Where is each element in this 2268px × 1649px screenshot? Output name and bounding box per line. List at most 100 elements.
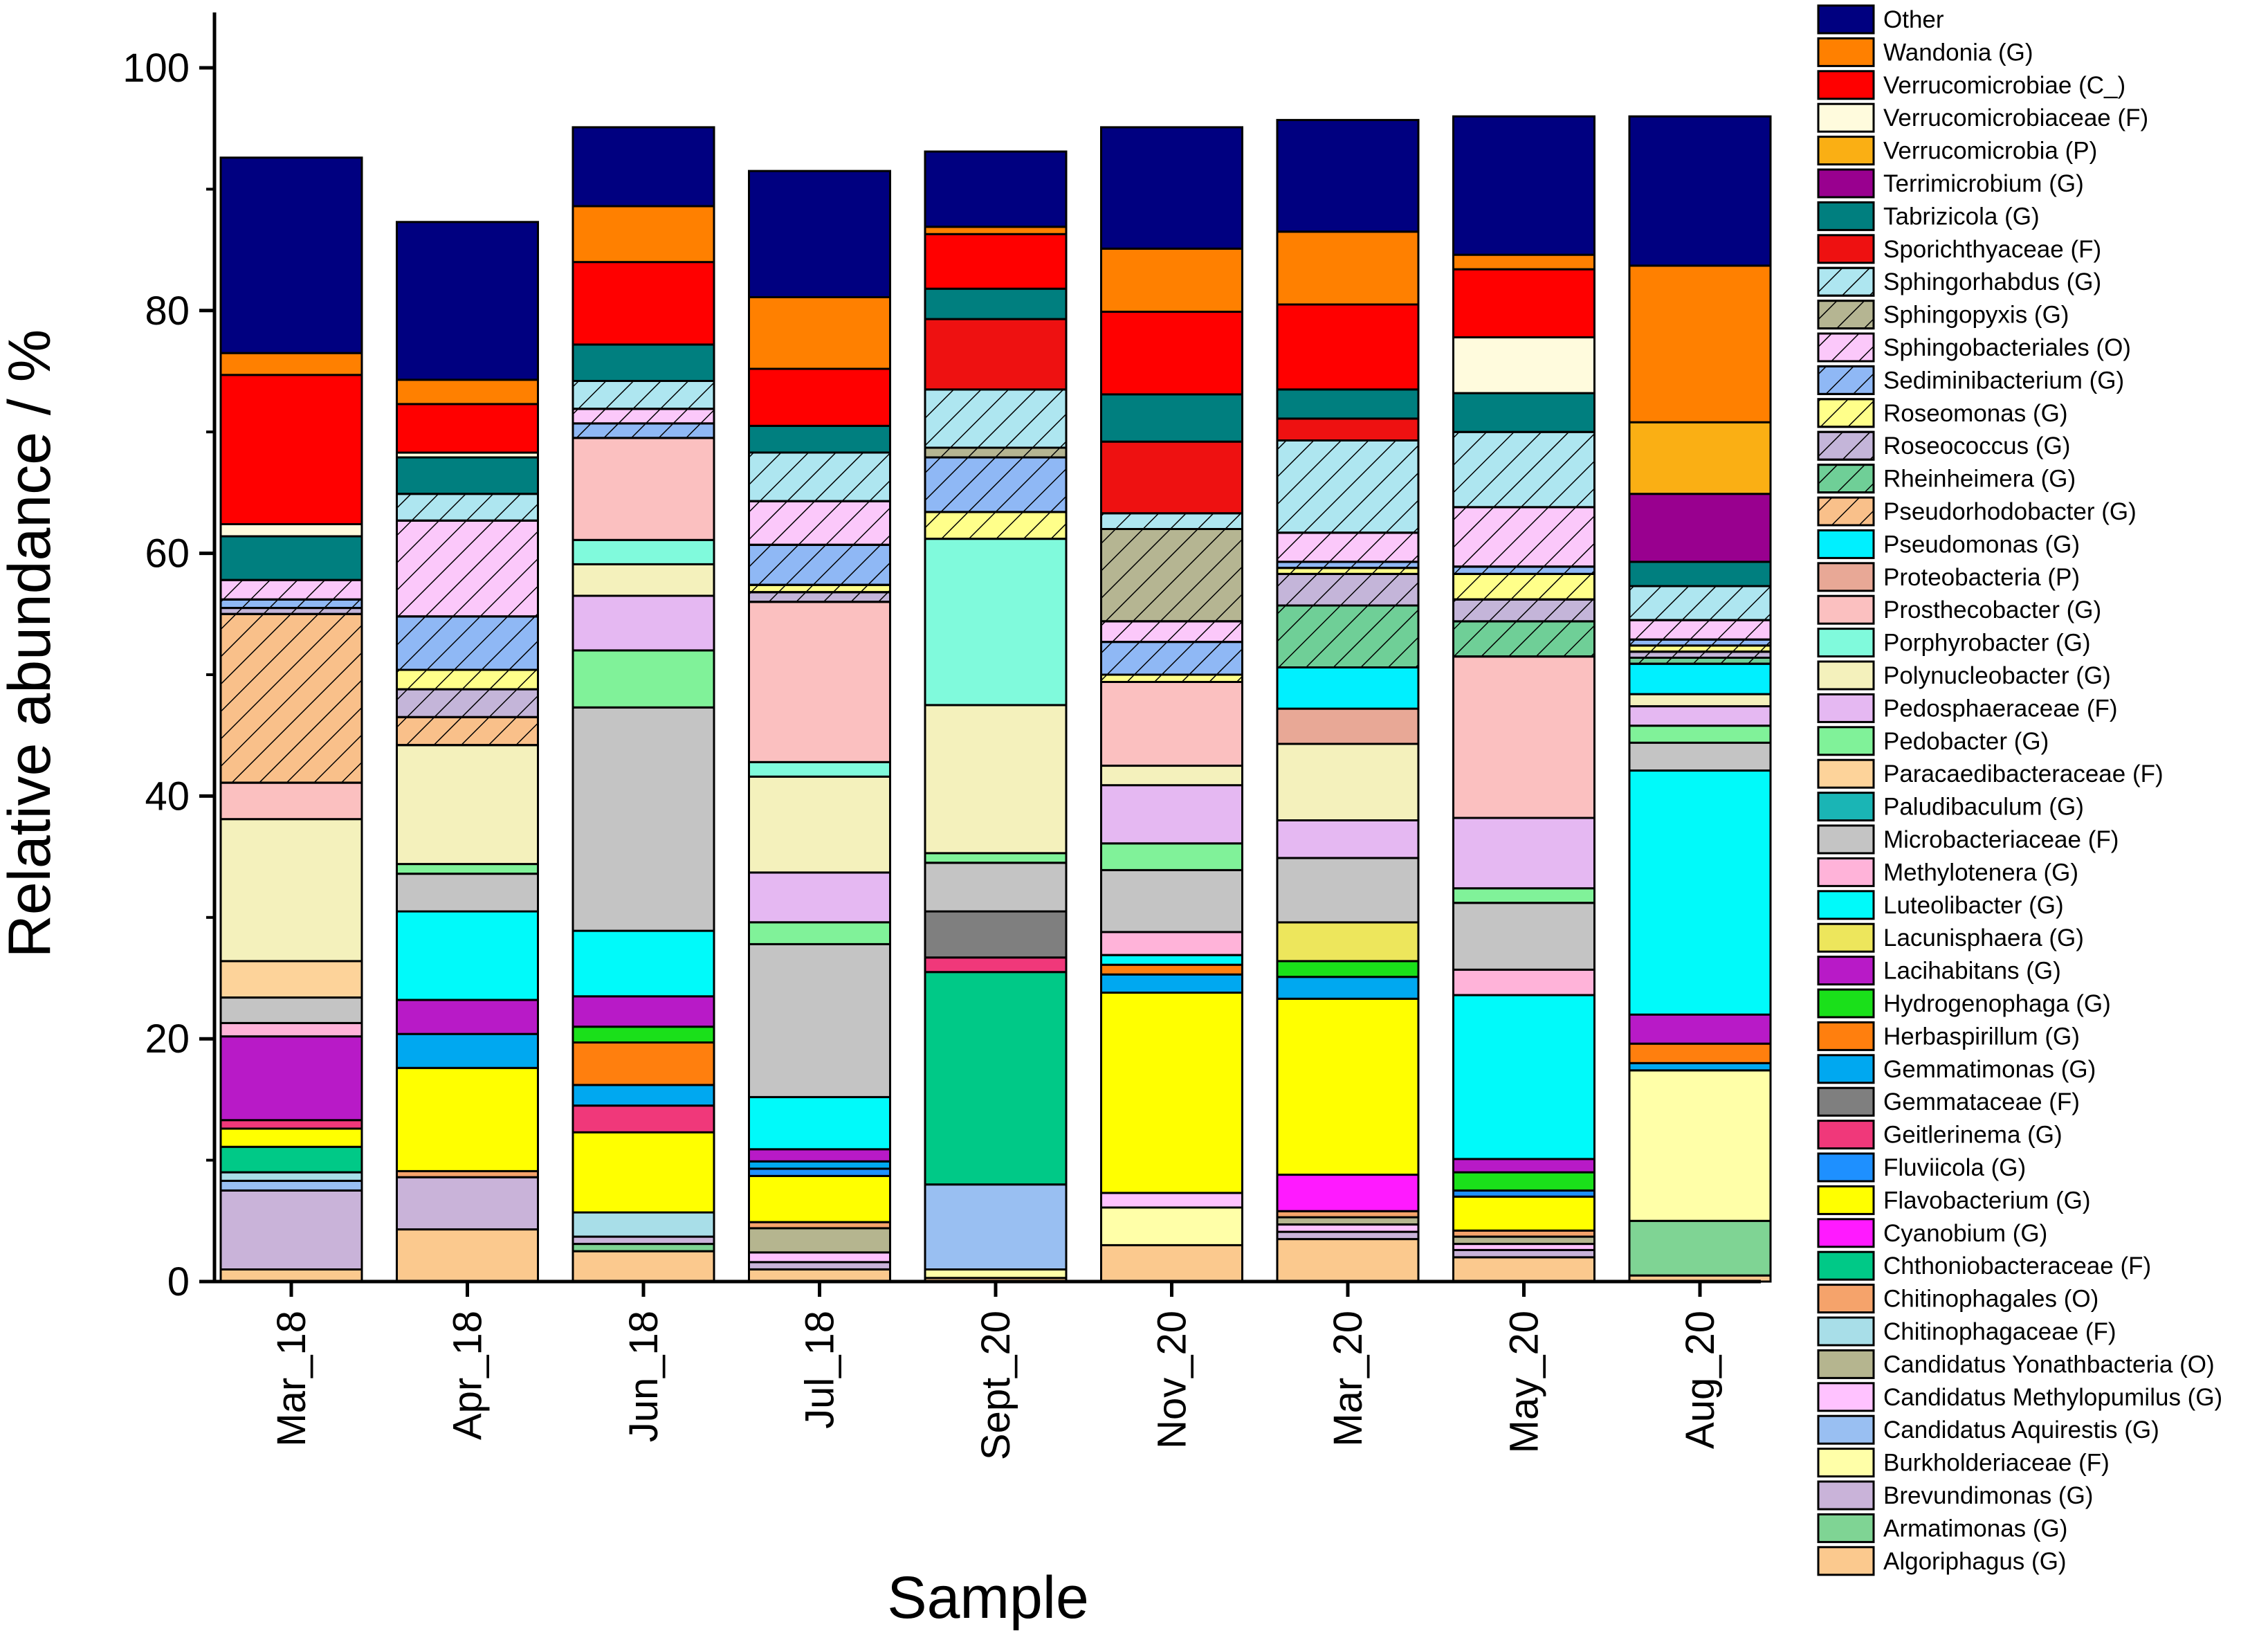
- bar-segment: Geitlerinema (G) — Mar_18: 0.7: [219, 1119, 363, 1130]
- legend-item: Pseudomonas (G): [1817, 529, 2080, 559]
- bar-segment: Polynucleobacter (G) — Mar_18: 11.7: [219, 818, 363, 963]
- bar-segment: Prosthecobacter (G) — Mar_18: 3: [219, 781, 363, 821]
- legend-item: Rheinheimera (G): [1817, 464, 2076, 494]
- bar-segment: Geitlerinema (G) — Sept_20: 1.2: [924, 956, 1068, 974]
- legend-item: Luteolibacter (G): [1817, 890, 2064, 920]
- y-tick-label: 0: [167, 1259, 190, 1304]
- bar-segment: Brevundimonas (G) — Mar_20: 0.6: [1276, 1230, 1420, 1241]
- legend-swatch: [1817, 628, 1875, 658]
- bar-segment-hatch: [1276, 572, 1420, 607]
- legend-item: Other: [1817, 4, 1944, 35]
- bar-segment: Candidatus Yonathbacteria (O) — Jul_18: …: [748, 1227, 891, 1254]
- bar-segment-hatch: [924, 456, 1068, 513]
- legend-label: Brevundimonas (G): [1883, 1482, 2093, 1509]
- bar-segment-hatch: [571, 422, 715, 439]
- bar-segment: Pseudomonas (G) — Mar_20: 3.4: [1276, 666, 1420, 710]
- bar-segment: Chitinophagaceae (F) — Jun_18: 2: [571, 1211, 715, 1238]
- legend-swatch: [1817, 1316, 1875, 1347]
- bar-segment: Microbacteriaceae (F) — Apr_18: 3.1: [396, 873, 539, 913]
- legend-label: Geitlerinema (G): [1883, 1122, 2063, 1149]
- legend-swatch: [1817, 234, 1875, 264]
- legend-swatch: [1817, 37, 1875, 67]
- legend-label: Verrucomicrobia (P): [1883, 138, 2097, 165]
- y-tick-label: 20: [145, 1017, 190, 1062]
- bar-segment: Algoriphagus (G) — Jun_18: 2.5: [571, 1250, 715, 1283]
- legend-label: Candidatus Yonathbacteria (O): [1883, 1351, 2215, 1378]
- bar-segment-hatch: [571, 408, 715, 425]
- y-axis-title: Relative abundance / %: [0, 329, 63, 958]
- legend-item: Burkholderiaceae (F): [1817, 1448, 2110, 1478]
- bar-segment-hatch: [1452, 572, 1595, 601]
- legend-item: Hydrogenophaga (G): [1817, 988, 2111, 1019]
- bar-segment: Pedosphaeraceae (F) — Aug_20: 1.6: [1628, 705, 1772, 727]
- legend-label: Polynucleobacter (G): [1883, 662, 2111, 689]
- legend-swatch: [1817, 890, 1875, 920]
- bar-segment: Tabrizicola (G) — Mar_20: 2.4: [1276, 388, 1420, 420]
- legend-swatch: [1817, 857, 1875, 887]
- y-tick-label: 40: [145, 774, 190, 819]
- legend-swatch: [1817, 1218, 1875, 1248]
- bar-segment-hatch: [1452, 620, 1595, 658]
- bar-segment-hatch: [1628, 585, 1772, 621]
- bar-segment-hatch: [1276, 439, 1420, 534]
- bar-segment: Lacunisphaera (G) — Mar_20: 3.2: [1276, 921, 1420, 963]
- bar-segment: Polynucleobacter (G) — Mar_20: 6.3: [1276, 742, 1420, 821]
- bar-segment-hatch: [396, 493, 539, 522]
- bar-segment: Lacihabitans (G) — Jul_18: 1: [748, 1148, 891, 1163]
- legend-swatch: [1817, 168, 1875, 199]
- bar-segment-hatch: [219, 598, 363, 610]
- bar-segment: Microbacteriaceae (F) — Sept_20: 4: [924, 862, 1068, 913]
- legend-swatch: [1817, 70, 1875, 100]
- x-tick-label: Sept_20: [973, 1311, 1018, 1460]
- bar-segment: Luteolibacter (G) — Aug_20: 20.1: [1628, 769, 1772, 1016]
- legend-swatch: [1817, 922, 1875, 953]
- legend-label: Verrucomicrobiae (C_): [1883, 72, 2125, 99]
- legend-label: Pseudomonas (G): [1883, 531, 2080, 558]
- bar-segment: Other — May_20: 11.4: [1452, 115, 1595, 256]
- legend-label: Methylotenera (G): [1883, 859, 2078, 886]
- bar-segment: Brevundimonas (G) — May_20: 0.6: [1452, 1248, 1595, 1259]
- x-tick-label: May_20: [1502, 1311, 1547, 1453]
- bar-segment-hatch: [1452, 430, 1595, 509]
- bar-segment: Verrucomicrobiaceae (F) — Mar_18: 1: [219, 523, 363, 538]
- bar-segment: Flavobacterium (G) — Jun_18: 6.6: [571, 1131, 715, 1214]
- bar-segment: Lacihabitans (G) — Aug_20: 2.4: [1628, 1013, 1772, 1045]
- bar-segment: Methylotenera (G) — May_20: 2.1: [1452, 968, 1595, 996]
- legend-item: Algoriphagus (G): [1817, 1546, 2067, 1576]
- legend-item: Lacihabitans (G): [1817, 956, 2061, 986]
- bar-segment: Armatimonas (G) — Aug_20: 4.5: [1628, 1219, 1772, 1277]
- bar-segment: Prosthecobacter (G) — Jul_18: 13.2: [748, 601, 891, 763]
- legend-swatch: [1817, 529, 1875, 559]
- legend-label: Sporichthyaceae (F): [1883, 236, 2101, 263]
- bar-segment-hatch: [396, 668, 539, 691]
- legend-label: Lacihabitans (G): [1883, 958, 2061, 985]
- bar-stack-Mar_20: Algoriphagus (G) — Mar_20: 3.5Brevundimo…: [1276, 118, 1420, 1283]
- legend-label: Pedobacter (G): [1883, 728, 2049, 755]
- legend-label: Herbaspirillum (G): [1883, 1023, 2080, 1050]
- legend-swatch-hatch: [1817, 365, 1875, 395]
- bar-segment: Gemmatimonas (G) — Jul_18: 0.6: [748, 1160, 891, 1170]
- bar-segment: Other — Nov_20: 10: [1100, 126, 1243, 250]
- bar-segment: Methylotenera (G) — Nov_20: 1.9: [1100, 931, 1243, 956]
- y-tick-label: 60: [145, 531, 190, 576]
- bar-segment: Verrucomicrobiae (C_) — Jun_18: 6.8: [571, 261, 715, 346]
- bar-segment: Verrucomicrobiae (C_) — Jul_18: 4.7: [748, 367, 891, 427]
- bar-segment-hatch: [1452, 506, 1595, 568]
- bar-segment: Prosthecobacter (G) — Nov_20: 6.9: [1100, 681, 1243, 767]
- bar-segment: Microbacteriaceae (F) — Mar_20: 5.3: [1276, 857, 1420, 924]
- bar-segment: Pedosphaeraceae (F) — Jul_18: 4.1: [748, 871, 891, 924]
- legend-swatch: [1817, 1152, 1875, 1183]
- legend-item: Sphingobacteriales (O): [1817, 332, 2131, 363]
- bar-segment: Flavobacterium (G) — Mar_20: 14.5: [1276, 997, 1420, 1176]
- legend-item: Sediminibacterium (G): [1817, 365, 2124, 395]
- bar-segment: Wandonia (G) — Aug_20: 12.9: [1628, 264, 1772, 423]
- bar-segment: Luteolibacter (G) — Apr_18: 7.3: [396, 910, 539, 1001]
- legend-label: Proteobacteria (P): [1883, 564, 2080, 591]
- bar-segment: Gemmatimonas (G) — Mar_20: 1.8: [1276, 976, 1420, 1000]
- bar-segment: Microbacteriaceae (F) — May_20: 5.5: [1452, 902, 1595, 971]
- bar-segment: Sporichthyaceae (F) — Sept_20: 5.8: [924, 318, 1068, 391]
- bar-segment: Tabrizicola (G) — Nov_20: 3.9: [1100, 393, 1243, 443]
- bar-segment-hatch: [748, 500, 891, 546]
- bar-segment: Polynucleobacter (G) — Sept_20: 12.2: [924, 704, 1068, 855]
- bar-segment: Prosthecobacter (G) — Jun_18: 8.4: [571, 437, 715, 541]
